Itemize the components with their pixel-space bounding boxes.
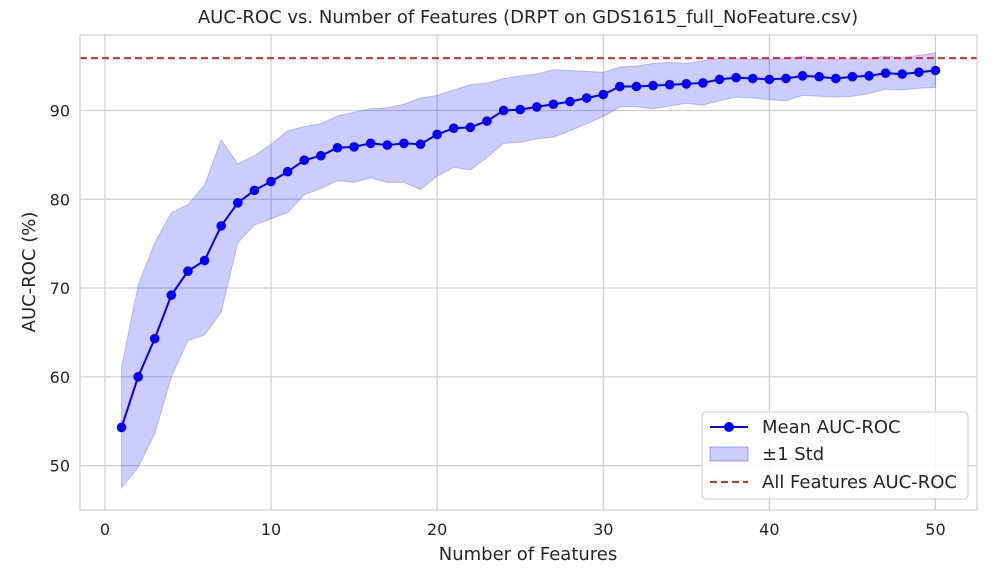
mean-auc-point [648, 80, 658, 91]
legend-box [701, 411, 969, 500]
legend: Mean AUC-ROC ±1 Std All Features AUC-ROC [701, 411, 969, 500]
mean-auc-point [199, 255, 210, 266]
mean-auc-point [316, 150, 326, 161]
mean-auc-point [714, 74, 725, 85]
std-band-layer [121, 52, 936, 490]
y-axis-label: AUC-ROC (%) [19, 212, 40, 333]
y-tick-label: 60 [50, 368, 70, 387]
legend-label-mean: Mean AUC-ROC [762, 417, 901, 438]
mean-auc-point [814, 71, 824, 82]
mean-auc-point [266, 176, 276, 187]
mean-auc-point [183, 266, 193, 276]
x-tick-label: 50 [925, 520, 945, 539]
mean-auc-point [731, 72, 741, 83]
mean-auc-point [847, 71, 858, 82]
mean-auc-point [299, 155, 310, 165]
mean-line-layer [116, 65, 941, 433]
legend-mean-marker-swatch [724, 422, 734, 432]
mean-auc-point [498, 105, 509, 116]
mean-auc-point [631, 81, 642, 92]
mean-auc-point [565, 96, 575, 107]
mean-auc-point [282, 166, 293, 177]
y-tick-label: 90 [50, 101, 70, 120]
mean-auc-point [797, 71, 808, 81]
mean-auc-point [681, 79, 692, 89]
mean-auc-point [532, 102, 542, 112]
mean-auc-point [482, 116, 492, 126]
mean-auc-point [116, 422, 127, 433]
y-tick-label: 70 [50, 279, 70, 298]
mean-auc-point [432, 129, 442, 140]
mean-auc-point [415, 139, 426, 150]
std-band [121, 52, 936, 490]
mean-auc-point [897, 69, 908, 79]
mean-auc-point [914, 67, 924, 78]
mean-auc-point [880, 68, 891, 78]
mean-auc-point [515, 104, 525, 115]
mean-auc-point [864, 71, 874, 81]
x-tick-label: 0 [100, 520, 110, 539]
mean-auc-point [216, 221, 226, 231]
mean-auc-point [365, 138, 376, 149]
mean-auc-point [448, 123, 459, 134]
mean-auc-point [548, 99, 559, 110]
y-tick-label: 80 [50, 190, 70, 209]
x-axis-label: Number of Features [439, 544, 618, 565]
legend-label-std: ±1 Std [762, 444, 824, 465]
x-tick-label: 40 [759, 520, 779, 539]
legend-label-reference: All Features AUC-ROC [762, 472, 957, 493]
mean-auc-point [581, 93, 592, 103]
mean-auc-point [465, 122, 476, 133]
x-tick-label: 30 [593, 520, 613, 539]
mean-auc-point [249, 185, 260, 196]
mean-auc-point [133, 372, 143, 382]
x-tick-label: 20 [427, 520, 447, 539]
y-tick-label: 50 [50, 457, 70, 476]
mean-auc-point [930, 65, 941, 76]
mean-auc-point [698, 78, 708, 88]
mean-auc-point [598, 89, 609, 100]
chart-title: AUC-ROC vs. Number of Features (DRPT on … [198, 7, 858, 28]
mean-auc-point [781, 73, 791, 84]
tick-label-layer: 0 10 20 30 40 50 50 60 70 80 90 [50, 101, 946, 539]
plot-frame [79, 34, 978, 511]
mean-auc-point [831, 73, 841, 84]
mean-auc-point [332, 142, 343, 153]
mean-auc-point [399, 138, 409, 149]
mean-auc-point [149, 333, 160, 344]
mean-auc-point [166, 290, 177, 300]
mean-auc-point [349, 142, 359, 152]
mean-auc-point [664, 79, 675, 90]
mean-auc-point [233, 198, 243, 208]
mean-auc-point [747, 73, 758, 84]
mean-auc-point [382, 140, 393, 150]
legend-std-swatch [709, 446, 749, 462]
x-tick-label: 10 [261, 520, 281, 539]
mean-auc-point [764, 74, 775, 85]
mean-auc-point [615, 81, 625, 92]
